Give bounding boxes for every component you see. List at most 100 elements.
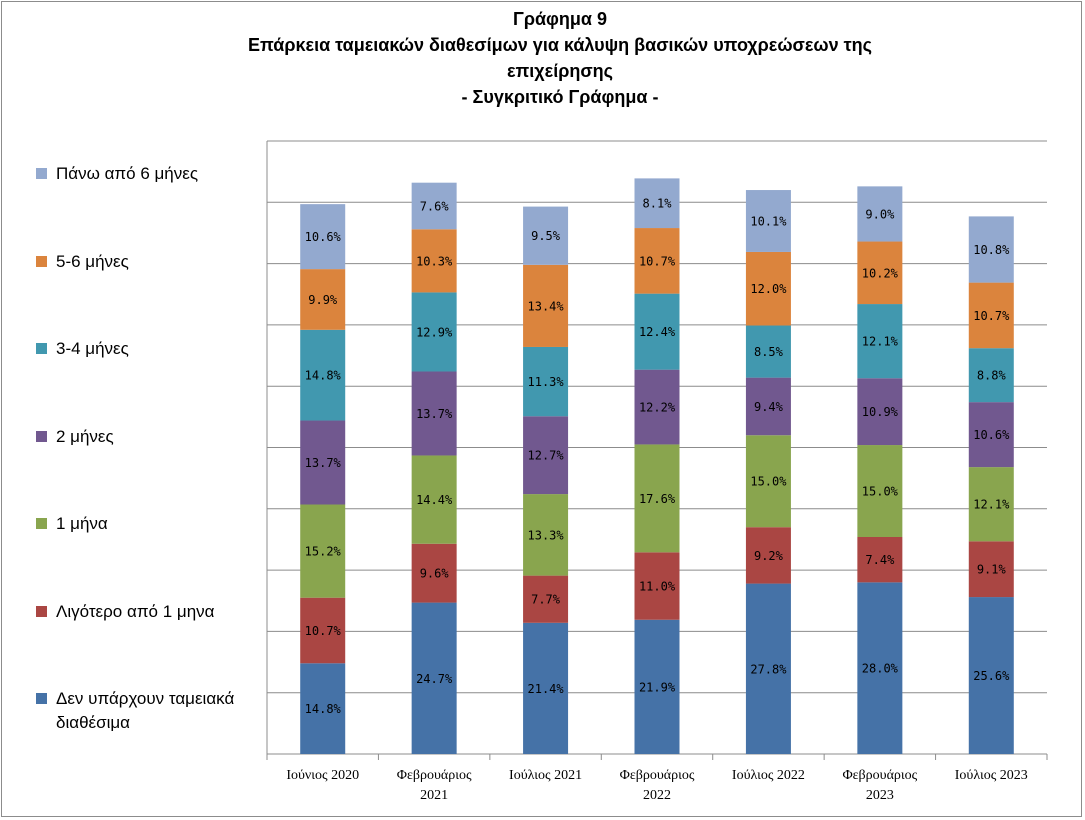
data-label: 14.8% (305, 702, 342, 716)
bar-segment (968, 282, 1014, 349)
data-label: 24.7% (416, 672, 453, 686)
x-tick-label: Ιούνιος 2020 (286, 768, 360, 783)
x-tick-label: Φεβρουάριος 2023 (842, 768, 918, 803)
legend-label: Πάνω από 6 μήνες (56, 164, 199, 183)
data-label: 10.3% (416, 254, 453, 268)
legend-label: 1 μήνα (56, 514, 108, 533)
bar-segment (523, 575, 569, 623)
bar-segment (745, 435, 791, 528)
chart-title-line: Επάρκεια ταμειακών διαθεσίμων για κάλυψη… (248, 35, 872, 55)
data-label: 9.2% (754, 549, 784, 563)
x-tick-label: Ιούλιος 2021 (509, 768, 583, 783)
data-label: 12.9% (416, 325, 453, 339)
data-label: 9.4% (754, 400, 784, 414)
data-label: 28.0% (862, 662, 899, 676)
bar-segment (523, 264, 569, 347)
bar-segment (523, 206, 569, 265)
data-label: 9.6% (420, 567, 450, 581)
bar-segment (968, 467, 1014, 542)
data-label: 10.9% (862, 405, 899, 419)
data-label: 25.6% (973, 669, 1010, 683)
bar-segment (523, 622, 569, 754)
bar-segment (634, 619, 680, 754)
data-label: 14.4% (416, 493, 453, 507)
x-tick-label: Ιούλιος 2022 (731, 768, 805, 783)
data-label: 12.0% (750, 282, 787, 296)
data-label: 21.4% (528, 682, 565, 696)
data-label: 15.0% (862, 485, 899, 499)
bar-segment (968, 597, 1014, 754)
bar-segment (411, 543, 457, 603)
data-label: 12.1% (862, 335, 899, 349)
data-label: 10.7% (973, 309, 1010, 323)
bar-segment (745, 527, 791, 584)
legend-swatch (36, 430, 47, 442)
legend-label: Λιγότερο από 1 μηνα (56, 601, 215, 621)
bar-segment (745, 325, 791, 378)
data-label: 10.7% (305, 624, 342, 638)
legend-label: 3-4 μήνες (56, 339, 129, 358)
bar-segment (745, 251, 791, 326)
bar-segment (968, 402, 1014, 468)
data-label: 8.1% (643, 197, 673, 211)
data-label: 9.9% (308, 293, 338, 307)
data-label: 13.7% (305, 456, 342, 470)
bar-segment (634, 178, 680, 229)
legend-label: Δεν υπάρχουν ταμειακά διαθέσιμα (56, 689, 235, 732)
bar-segment (523, 346, 569, 417)
data-label: 13.3% (528, 528, 565, 542)
data-label: 9.0% (865, 207, 895, 221)
data-label: 10.7% (639, 254, 676, 268)
bar-segment (300, 420, 346, 505)
bar-segment (634, 444, 680, 553)
legend-swatch (36, 168, 47, 179)
data-label: 8.8% (977, 369, 1007, 383)
chart-title-line: επιχείρησης (506, 61, 614, 81)
bar-segment (523, 416, 569, 495)
bar-segment (300, 504, 346, 598)
data-label: 7.6% (420, 199, 450, 213)
data-label: 12.7% (528, 449, 565, 463)
data-label: 9.5% (531, 229, 561, 243)
x-tick-label: Φεβρουάριος 2021 (396, 768, 472, 803)
data-label: 10.8% (973, 243, 1010, 257)
bar-segment (523, 494, 569, 576)
data-label: 8.5% (754, 345, 784, 359)
bar-segment (300, 597, 346, 664)
chart-title-line: Γράφημα 9 (513, 9, 607, 29)
bar-segment (411, 371, 457, 456)
data-label: 10.6% (973, 428, 1010, 442)
data-label: 17.6% (639, 492, 676, 506)
bar-segment (857, 186, 903, 242)
data-label: 7.7% (531, 593, 561, 607)
bar-segment (300, 204, 346, 270)
data-label: 12.2% (639, 401, 676, 415)
bar-segment (300, 269, 346, 330)
bar-segment (411, 292, 457, 372)
bar-segment (411, 602, 457, 754)
bar-segment (634, 293, 680, 370)
x-tick-label: Φεβρουάριος 2022 (619, 768, 695, 803)
bar-segment (411, 229, 457, 293)
data-label: 10.2% (862, 266, 899, 280)
bar-segment (857, 378, 903, 446)
data-label: 13.4% (528, 299, 565, 313)
bar-segment (411, 182, 457, 230)
data-label: 10.1% (750, 214, 787, 228)
legend-swatch (36, 605, 47, 617)
data-label: 11.3% (528, 375, 565, 389)
bar-segment (857, 304, 903, 379)
bar-segment (634, 369, 680, 445)
data-label: 12.4% (639, 325, 676, 339)
bar-segment (745, 377, 791, 436)
bar-segment (634, 228, 680, 294)
bar-segment (745, 190, 791, 252)
bar-segment (411, 455, 457, 544)
bar-segment (857, 536, 903, 583)
data-label: 21.9% (639, 680, 676, 694)
bar-segment (300, 329, 346, 421)
legend-swatch (36, 693, 47, 704)
bar-segment (634, 552, 680, 620)
legend-swatch (36, 255, 47, 267)
